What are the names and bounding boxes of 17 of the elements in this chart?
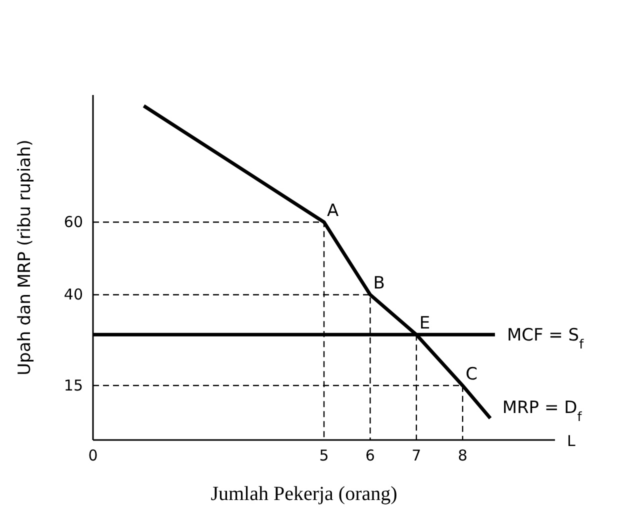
x-tick-label: 7 <box>412 446 422 465</box>
annotation: C <box>466 364 478 385</box>
annotation: A <box>327 201 339 222</box>
x-tick-label: 8 <box>458 446 468 465</box>
x-tick-label: 5 <box>319 446 329 465</box>
series-label: MRP = D$_{f}$ <box>502 398 582 425</box>
y-tick-label: 40 <box>64 286 83 304</box>
x-axis-title: Jumlah Pekerja (orang) <box>210 483 398 505</box>
series-label: MCF = S$_{f}$ <box>506 326 584 352</box>
x-tick-label: 0 <box>88 446 98 465</box>
y-tick-label: 60 <box>64 212 83 231</box>
text: L <box>567 432 576 450</box>
y-tick-label: 15 <box>64 376 83 394</box>
x-tick-label: 6 <box>365 446 375 465</box>
annotation: E <box>419 314 430 334</box>
y-axis-title: Upah dan MRP (ribu rupiah) <box>15 140 35 376</box>
annotation: B <box>373 274 385 294</box>
